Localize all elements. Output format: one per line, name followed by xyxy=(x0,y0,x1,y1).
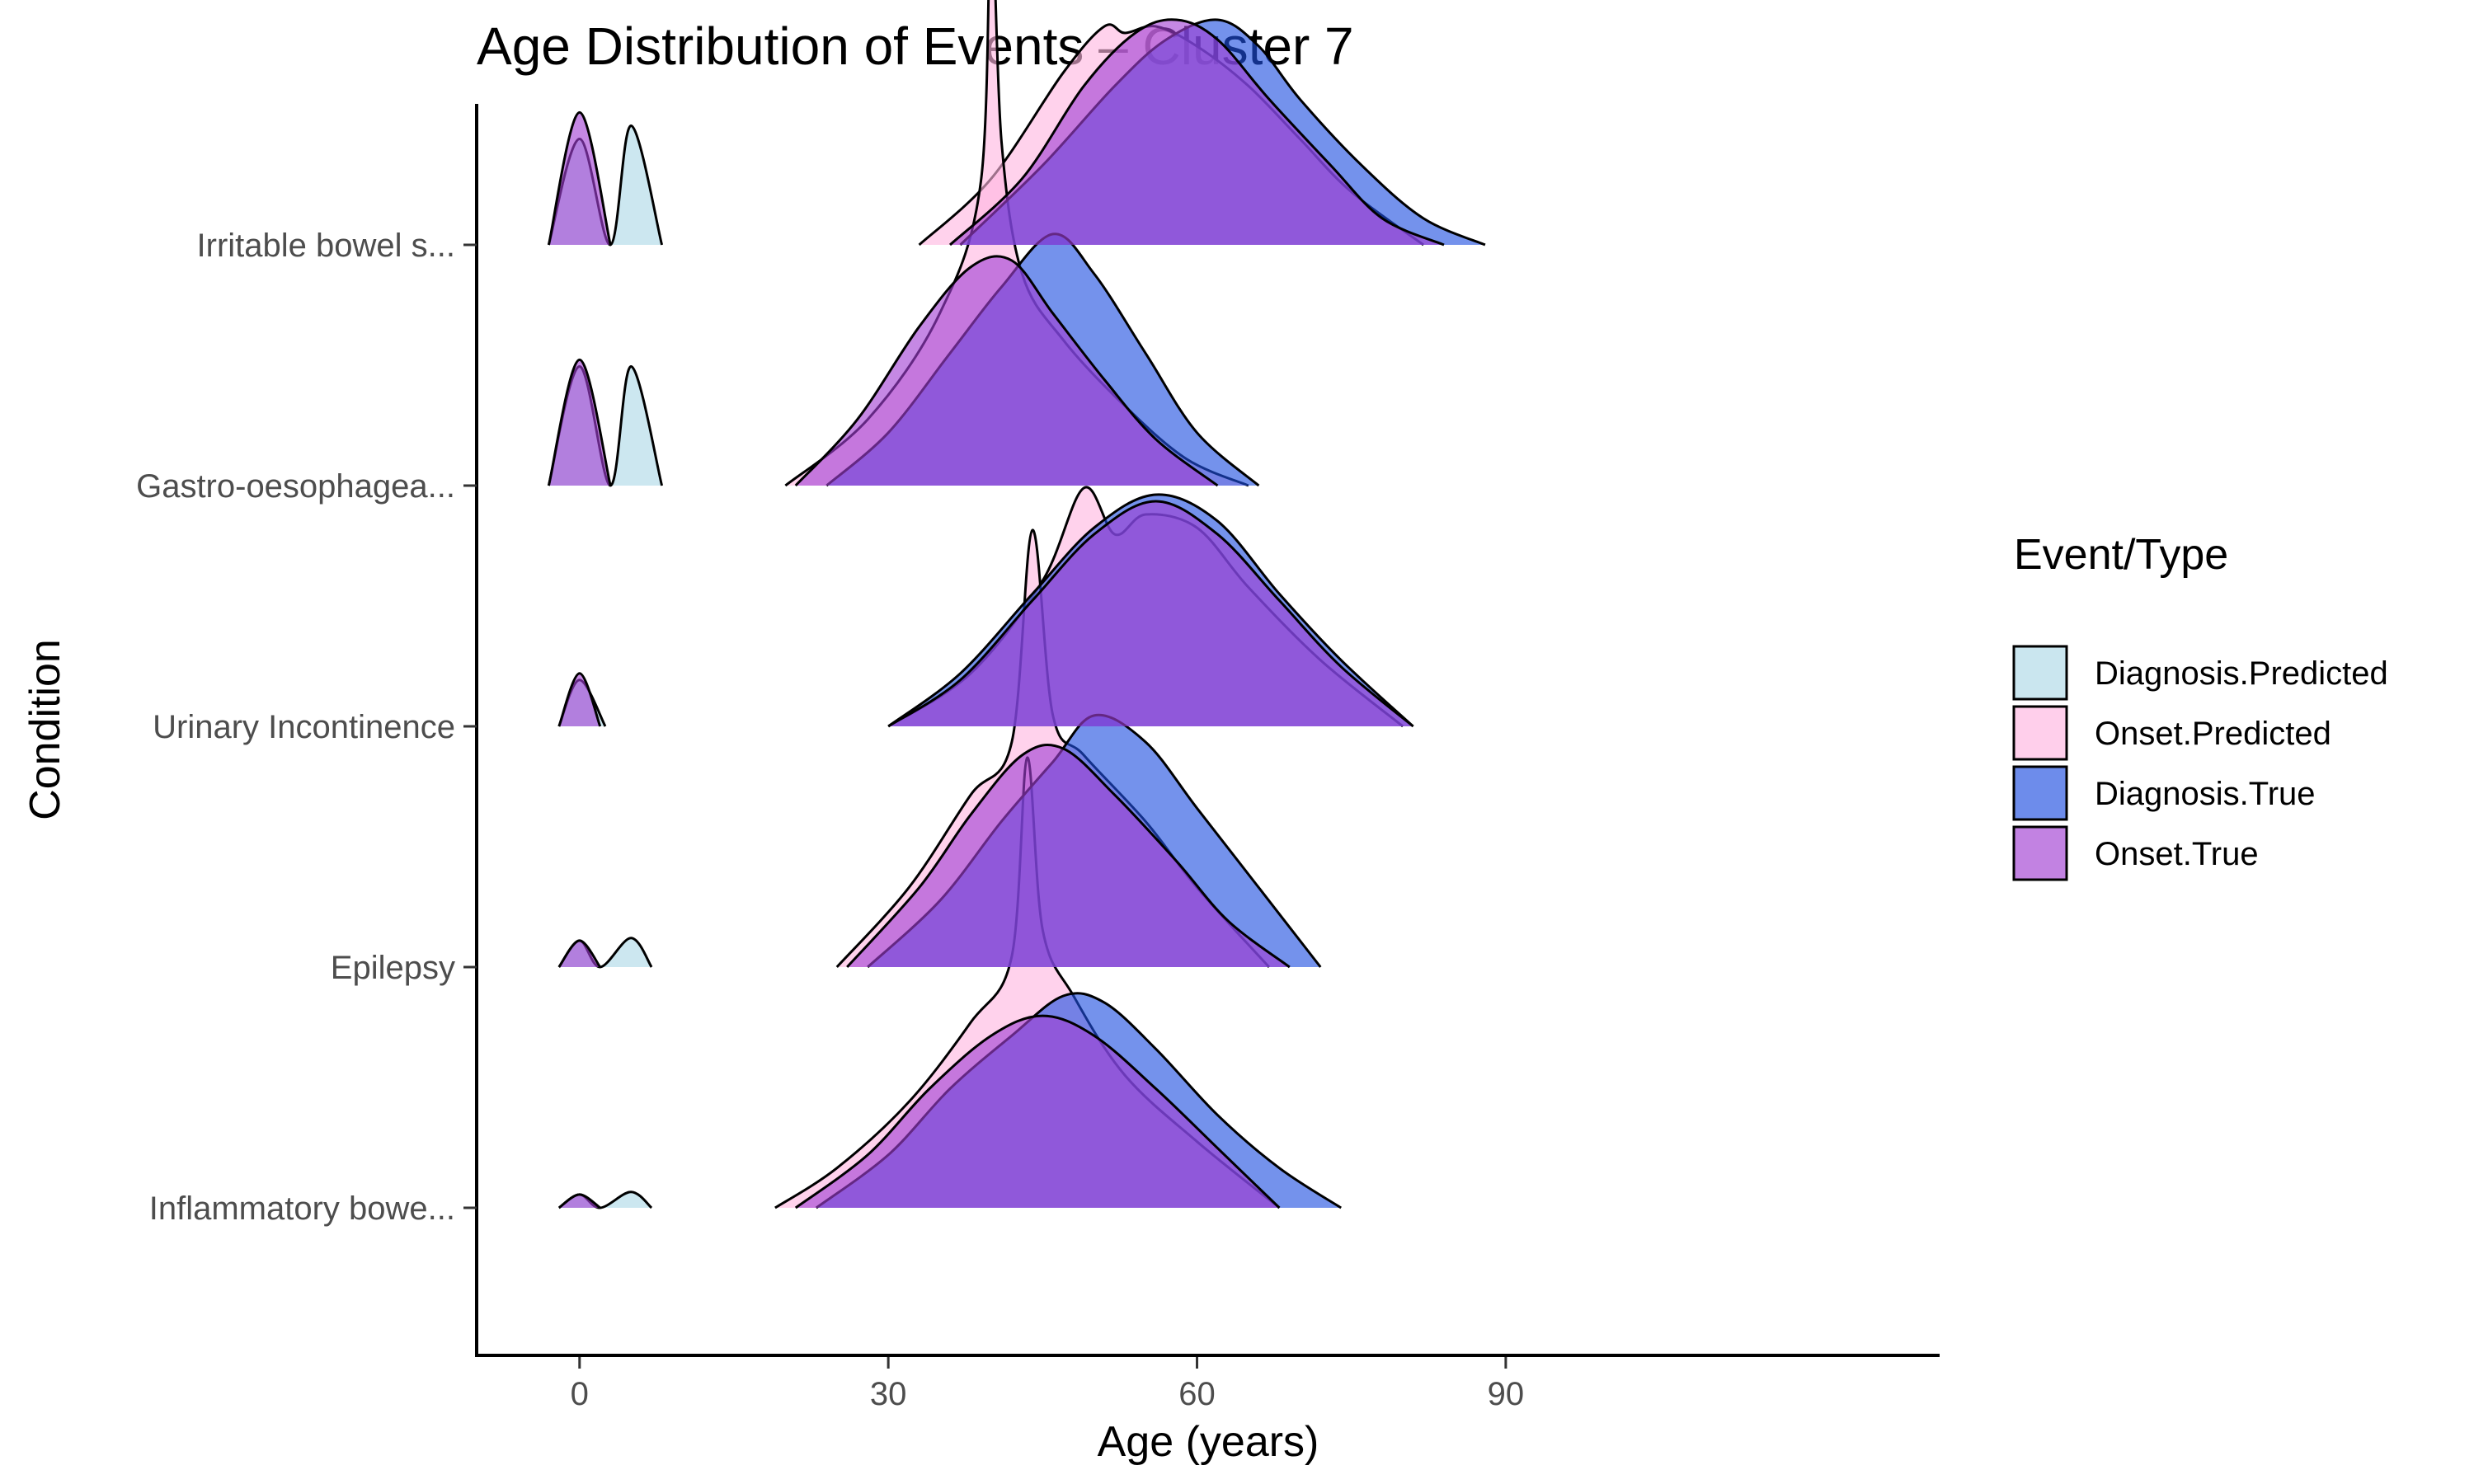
legend-swatch-diagnosis-true xyxy=(2012,765,2068,821)
ridge-outline-onset-true-4-3 xyxy=(557,1193,601,1209)
ridge-outline-onset-true-3-3 xyxy=(557,939,601,968)
y-tick-label-0: Irritable bowel s... xyxy=(197,228,455,264)
ridge-outline-onset-true-0-4 xyxy=(948,18,1445,247)
ridge-fill-onset-true-2-4 xyxy=(888,501,1413,726)
ridge-fill-onset-true-2-3 xyxy=(558,673,600,726)
y-axis-title: Condition xyxy=(21,639,69,820)
ridge-fill-onset-true-1-3 xyxy=(548,359,611,486)
x-tick-label-90: 90 xyxy=(1488,1376,1525,1412)
legend-swatch-onset-true xyxy=(2012,825,2068,881)
ridge-outline-onset-true-2-3 xyxy=(557,672,602,727)
ridge-fill-onset-true-0-4 xyxy=(950,19,1444,246)
y-tick-label-1: Gastro-oesophagea... xyxy=(136,468,455,505)
ridge-fill-onset-true-4-3 xyxy=(558,1194,600,1208)
legend-label-diagnosis-predicted: Diagnosis.Predicted xyxy=(2095,655,2388,692)
x-axis-title: Age (years) xyxy=(1098,1418,1319,1466)
legend-title: Event/Type xyxy=(2014,531,2228,579)
x-tick-label-60: 60 xyxy=(1178,1376,1216,1412)
ridge-fill-onset-true-3-3 xyxy=(558,940,600,967)
ridges-layer xyxy=(547,0,1486,1209)
ticks-layer: 0 30 60 90 Irritable bowel s... Gastro-oesoph… xyxy=(136,228,1524,1412)
ridge-outline-diagnosis-true-2-2 xyxy=(887,493,1414,728)
y-tick-label-3: Epilepsy xyxy=(331,950,455,986)
ridge-fill-onset-true-0-3 xyxy=(548,112,611,245)
legend: Event/Type Diagnosis.Predicted Onset.Pred… xyxy=(2012,531,2388,881)
ridge-outline-onset-true-4-4 xyxy=(794,1014,1281,1209)
ridge-outline-onset-true-3-4 xyxy=(846,744,1291,969)
y-tick-label-2: Urinary Incontinence xyxy=(153,709,455,745)
ridge-fill-onset-true-4-4 xyxy=(795,1016,1280,1208)
y-tick-label-4: Inflammatory bowe... xyxy=(149,1190,455,1227)
ridge-fill-onset-true-3-4 xyxy=(847,744,1290,967)
legend-swatch-onset-predicted xyxy=(2012,705,2068,761)
ridge-outline-onset-true-2-4 xyxy=(887,500,1414,728)
legend-label-onset-true: Onset.True xyxy=(2095,836,2259,872)
legend-label-diagnosis-true: Diagnosis.True xyxy=(2095,776,2316,812)
ridge-outline-onset-true-0-3 xyxy=(547,110,612,246)
legend-swatch-diagnosis-predicted xyxy=(2012,645,2068,701)
ridge-outline-onset-true-1-4 xyxy=(794,255,1219,487)
x-tick-label-30: 30 xyxy=(870,1376,907,1412)
ridge-outline-onset-true-1-3 xyxy=(547,358,612,486)
ridge-fill-onset-predicted-4-1 xyxy=(774,757,1280,1208)
x-tick-label-0: 0 xyxy=(571,1376,589,1412)
ridge-fill-onset-true-1-4 xyxy=(795,256,1218,486)
legend-label-onset-predicted: Onset.Predicted xyxy=(2095,716,2331,752)
